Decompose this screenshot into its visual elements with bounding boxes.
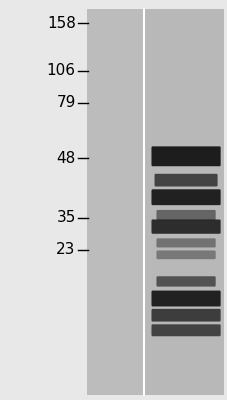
Bar: [86, 9, 144, 395]
FancyBboxPatch shape: [151, 220, 220, 234]
FancyBboxPatch shape: [151, 290, 220, 306]
FancyBboxPatch shape: [156, 210, 215, 220]
FancyBboxPatch shape: [151, 146, 220, 166]
FancyBboxPatch shape: [151, 189, 220, 205]
Text: 79: 79: [56, 95, 75, 110]
Text: 106: 106: [47, 64, 75, 78]
FancyBboxPatch shape: [151, 309, 220, 322]
Text: 23: 23: [56, 242, 75, 257]
FancyBboxPatch shape: [156, 276, 215, 286]
FancyBboxPatch shape: [156, 250, 215, 259]
Text: 35: 35: [56, 210, 75, 225]
FancyBboxPatch shape: [151, 324, 220, 336]
Text: 48: 48: [56, 151, 75, 166]
FancyBboxPatch shape: [156, 238, 215, 248]
FancyBboxPatch shape: [154, 174, 217, 186]
Text: 158: 158: [47, 16, 75, 31]
Bar: [86, 9, 223, 395]
